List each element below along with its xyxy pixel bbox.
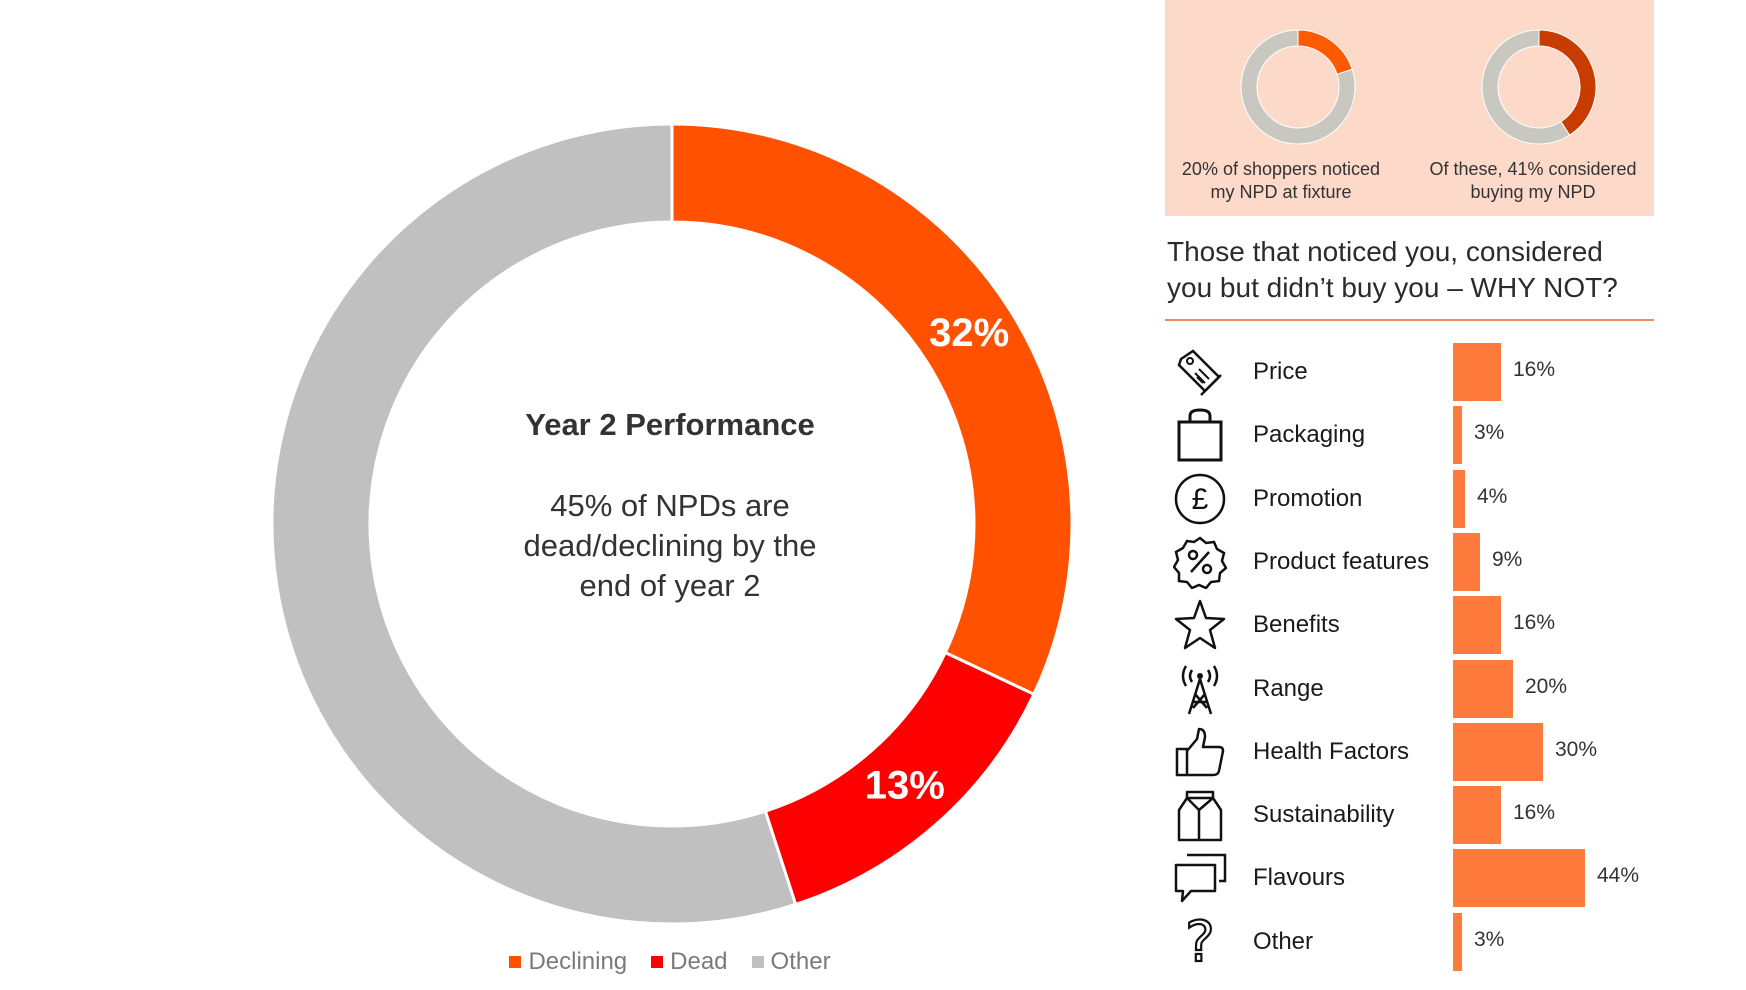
reason-row-promotion: £ Promotion 4% <box>1165 468 1725 531</box>
reason-row-flavours: Flavours 44% <box>1165 847 1725 910</box>
reason-value-flavours: 44% <box>1597 864 1640 888</box>
reason-label-health-factors: Health Factors <box>1253 737 1410 765</box>
reason-bar-benefits <box>1453 596 1501 655</box>
reason-label-product-features: Product features <box>1253 547 1430 575</box>
considered-caption: Of these, 41% considered buying my NPD <box>1429 159 1637 202</box>
reason-label-promotion: Promotion <box>1253 484 1363 512</box>
reason-row-price: Price 16% <box>1165 341 1725 404</box>
noticed-donut-chart <box>1240 29 1597 145</box>
reason-label-benefits: Benefits <box>1253 611 1340 639</box>
reason-bar-promotion <box>1453 469 1465 528</box>
considered-donut-slice-not-considered <box>1481 29 1571 145</box>
milk-carton-icon <box>1173 788 1227 842</box>
main-donut-data-label-dead: 13% <box>865 764 945 808</box>
reason-bar-flavours <box>1453 849 1585 908</box>
legend-item-declining: Declining <box>509 948 627 976</box>
legend-item-dead: Dead <box>651 948 728 976</box>
shopping-bag-icon <box>1173 408 1227 462</box>
noticed-caption: 20% of shoppers noticed my NPD at fixtur… <box>1181 159 1381 202</box>
considered-donut-slice-considered <box>1538 29 1597 136</box>
main-donut-slice-dead <box>763 650 1036 907</box>
legend-swatch-declining <box>509 956 522 968</box>
reason-label-packaging: Packaging <box>1253 421 1366 449</box>
reason-value-range: 20% <box>1525 674 1568 698</box>
legend-label-other: Other <box>770 948 831 975</box>
noticed-donut-slice-noticed <box>1297 29 1353 75</box>
reason-row-health-factors: Health Factors 30% <box>1165 721 1725 784</box>
reason-row-product-features: Product features 9% <box>1165 531 1725 594</box>
reason-value-promotion: 4% <box>1477 484 1508 508</box>
svg-text:£: £ <box>1192 483 1209 516</box>
legend-label-declining: Declining <box>528 948 628 975</box>
speech-bubbles-icon <box>1173 851 1227 905</box>
reason-label-other: Other <box>1253 927 1314 955</box>
reason-bar-other <box>1453 912 1462 971</box>
reason-bar-product-features <box>1453 532 1480 591</box>
reason-row-range: Range 20% <box>1165 658 1725 721</box>
signal-tower-icon <box>1173 662 1227 716</box>
reason-value-other: 3% <box>1474 927 1505 951</box>
main-donut-data-label-declining: 32% <box>929 311 1009 355</box>
reason-row-packaging: Packaging 3% <box>1165 404 1725 467</box>
percent-badge-icon <box>1172 535 1228 590</box>
reason-value-benefits: 16% <box>1513 611 1556 635</box>
reason-bar-health-factors <box>1453 722 1543 781</box>
reason-row-sustainability: Sustainability 16% <box>1165 784 1725 847</box>
reason-value-health-factors: 30% <box>1555 737 1598 761</box>
reason-row-benefits: Benefits 16% <box>1165 594 1725 657</box>
legend-item-other: Other <box>751 948 831 976</box>
legend-swatch-other <box>751 956 764 968</box>
reason-label-price: Price <box>1253 358 1308 385</box>
question-mark-icon: ? <box>1173 909 1227 976</box>
star-icon <box>1173 598 1227 652</box>
chart-legend: Declining Dead Other <box>0 948 1340 976</box>
reason-label-flavours: Flavours <box>1253 864 1346 892</box>
reason-row-other: ? Other 3% <box>1165 909 1725 976</box>
reason-bar-packaging <box>1453 406 1462 465</box>
reason-bar-price <box>1453 343 1501 401</box>
legend-swatch-dead <box>651 956 664 968</box>
reason-value-price: 16% <box>1513 358 1556 381</box>
funnel-summary-panel: 20% of shoppers noticed my NPD at fixtur… <box>1165 0 1654 216</box>
reason-bar-sustainability <box>1453 786 1501 845</box>
donut-center-text: 45% of NPDs are dead/declining by the en… <box>523 488 817 603</box>
reason-value-sustainability: 16% <box>1513 801 1556 825</box>
svg-text:?: ? <box>1185 915 1215 969</box>
pound-coin-icon: £ <box>1173 472 1227 526</box>
why-not-heading: Those that noticed you, considered you b… <box>1167 236 1618 303</box>
price-tag-icon <box>1173 345 1227 399</box>
reason-label-sustainability: Sustainability <box>1253 801 1395 829</box>
donut-center-title: Year 2 Performance <box>525 407 815 442</box>
reason-bar-range <box>1453 659 1513 718</box>
thumbs-up-icon <box>1173 725 1227 779</box>
reason-value-packaging: 3% <box>1474 421 1505 445</box>
legend-label-dead: Dead <box>670 948 728 975</box>
reason-label-range: Range <box>1253 674 1324 702</box>
reason-value-product-features: 9% <box>1492 547 1523 571</box>
heading-divider <box>1165 319 1654 321</box>
noticed-donut-slice-not-noticed <box>1240 29 1356 145</box>
